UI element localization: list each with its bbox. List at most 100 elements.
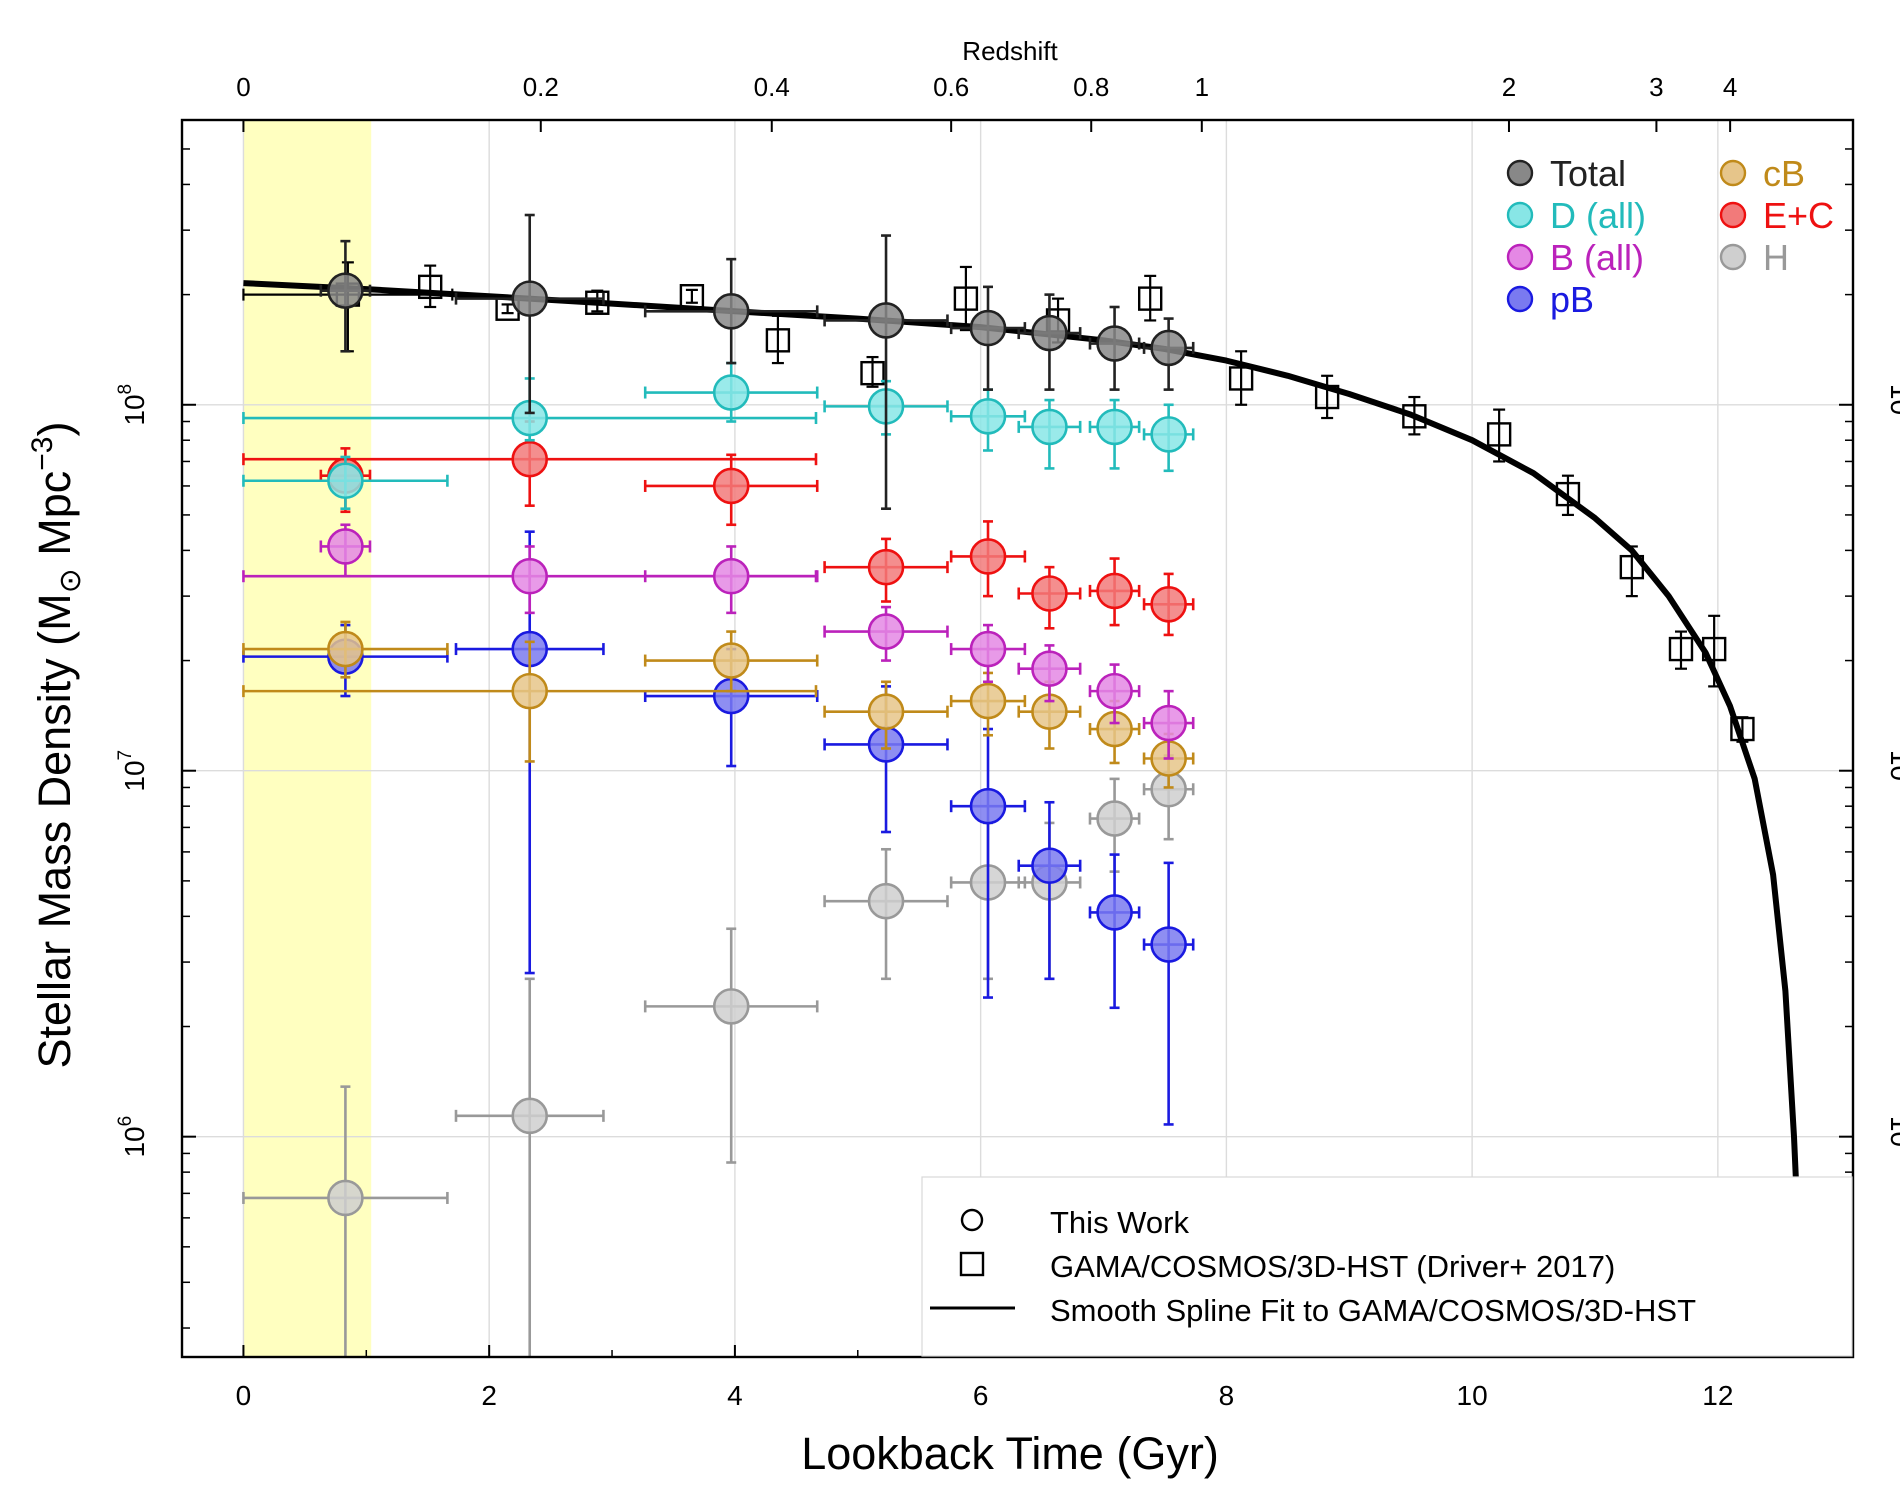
x-tick-label: 4 (727, 1380, 743, 1411)
data-point (969, 309, 1007, 347)
y-tick-base: 10 (1885, 1116, 1900, 1147)
data-point (867, 693, 905, 730)
reference-point-square (1668, 636, 1694, 662)
data-point (1031, 575, 1068, 612)
series-total (319, 213, 1195, 510)
reference-point-square (953, 286, 979, 311)
data-point (1150, 585, 1187, 623)
legend-label: H (1763, 237, 1789, 278)
y-axis-title-sub: ⊙ (54, 568, 87, 593)
y-tick-label-right: 108 (1885, 384, 1900, 426)
reference-point-square (1137, 286, 1163, 311)
reference-point-square (1402, 404, 1427, 429)
grid-layer (182, 120, 1853, 1357)
plot-frame (180, 118, 1855, 1359)
reference-point-square (1486, 422, 1512, 447)
data-point (1150, 416, 1187, 453)
legend-item-h: H (1719, 237, 1789, 278)
x-tick-label: 6 (973, 1380, 989, 1411)
legend-label: Total (1550, 153, 1626, 194)
reference-point-square (1228, 366, 1254, 391)
y-tick-exponent: 8 (115, 384, 136, 395)
data-point (969, 398, 1007, 435)
reference-point-square (679, 284, 705, 309)
reference-point-square (1730, 716, 1755, 742)
legend-label: pB (1550, 279, 1594, 320)
x-tick-label: 8 (1219, 1380, 1235, 1411)
legend-marker (1719, 201, 1747, 229)
data-point (1031, 650, 1068, 688)
y-tick-label-left: 108 (115, 384, 150, 426)
data-point (867, 302, 905, 339)
y-tick-label-right: 107 (1885, 750, 1900, 792)
data-point (1150, 926, 1187, 963)
data-point (867, 548, 905, 586)
top-tick-label: 2 (1502, 72, 1516, 102)
top-tick-label: 0.8 (1073, 72, 1109, 102)
data-point (511, 557, 549, 595)
legend-item-b-all-: B (all) (1506, 237, 1644, 278)
data-point (1096, 800, 1133, 837)
data-point (327, 630, 364, 668)
y-tick-exponent: 6 (115, 1116, 136, 1127)
data-point (1096, 408, 1133, 446)
data-point (712, 293, 750, 330)
data-point (1096, 572, 1133, 610)
data-point (712, 374, 750, 411)
data-point (712, 988, 750, 1025)
data-point (1096, 672, 1133, 710)
y-axis-title-main: Stellar Mass Density (M (29, 593, 80, 1068)
reference-point-square (417, 274, 443, 300)
data-point (511, 440, 549, 478)
y-axis-title-exp: −3 (26, 437, 59, 471)
bottom-legend-label: This Work (1050, 1205, 1189, 1240)
legend-item-d-all-: D (all) (1506, 195, 1646, 236)
data-point (969, 682, 1007, 720)
data-point (327, 462, 364, 500)
legend-marker (1506, 201, 1534, 229)
legend-marker (1719, 159, 1747, 187)
data-point (511, 280, 549, 317)
axes-frame-layer (180, 118, 1855, 1359)
reference-point-square (1555, 481, 1581, 507)
legend-label: D (all) (1550, 195, 1646, 236)
y-tick-label-right: 106 (1885, 1116, 1900, 1158)
data-series-layer (242, 213, 1195, 1357)
x-tick-label: 10 (1457, 1380, 1488, 1411)
data-point (1150, 704, 1187, 742)
y-axis-title-close: ) (29, 422, 80, 437)
low-redshift-shaded-band (243, 120, 372, 1357)
legend-item-cb: cB (1719, 153, 1805, 194)
legend-marker (1506, 159, 1534, 187)
data-point (1031, 408, 1068, 446)
top-tick-label: 4 (1723, 72, 1737, 102)
data-point (1096, 894, 1133, 931)
top-tick-label: 0.6 (933, 72, 969, 102)
data-point (969, 630, 1007, 668)
shaded-region-layer (243, 120, 372, 1357)
data-point (712, 642, 750, 679)
reference-point-square (1619, 554, 1645, 580)
data-point (511, 1097, 549, 1135)
y-tick-label-left: 107 (115, 750, 150, 792)
legend-marker (1506, 285, 1534, 313)
data-point (712, 557, 750, 595)
legend-circle-marker (960, 1208, 984, 1232)
reference-point-square (585, 290, 610, 315)
legend-marker (1506, 243, 1534, 271)
data-point (969, 538, 1007, 575)
legend-label: B (all) (1550, 237, 1644, 278)
legend-box (921, 1176, 1853, 1357)
data-point (1150, 329, 1187, 367)
x-axis-title: Lookback Time (Gyr) (801, 1428, 1219, 1479)
x-tick-label: 0 (236, 1380, 252, 1411)
data-point (969, 787, 1007, 825)
legend-label: E+C (1763, 195, 1834, 236)
reference-point-square (1314, 384, 1340, 410)
y-tick-base: 10 (119, 394, 150, 425)
data-point (1031, 314, 1068, 352)
y-tick-base: 10 (119, 760, 150, 791)
top-tick-label: 0.2 (523, 72, 559, 102)
bottom-legend-label: GAMA/COSMOS/3D-HST (Driver+ 2017) (1050, 1249, 1615, 1284)
